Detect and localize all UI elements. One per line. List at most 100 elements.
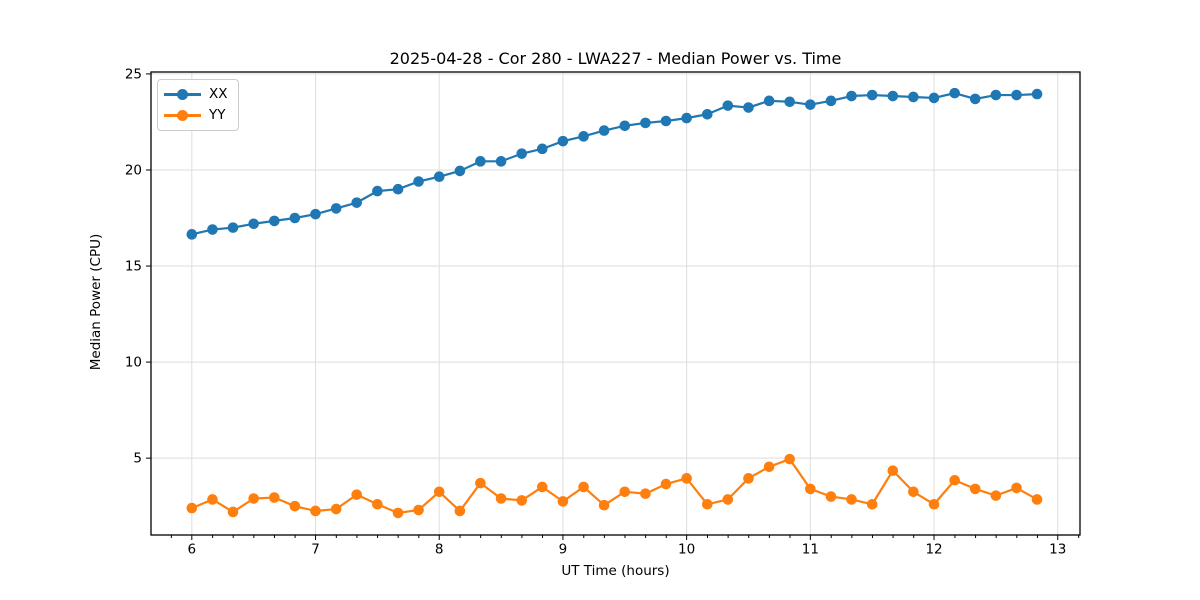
legend-label-yy: YY (209, 107, 226, 123)
data-point (887, 90, 899, 102)
data-point (640, 117, 651, 129)
data-point (248, 218, 259, 230)
data-point (372, 185, 383, 197)
data-point (433, 486, 445, 498)
data-point (949, 87, 960, 99)
data-point (660, 478, 672, 490)
x-tick-label: 13 (1049, 542, 1066, 558)
data-point (372, 498, 383, 510)
data-point (681, 473, 692, 484)
data-point (701, 498, 713, 510)
legend-item-yy: YY (164, 105, 228, 126)
data-point (578, 131, 589, 142)
data-point (495, 156, 507, 167)
legend: XX YY (157, 79, 239, 131)
data-point (722, 494, 734, 505)
data-point (928, 92, 940, 104)
x-tick-label: 10 (678, 542, 695, 558)
data-point (227, 222, 239, 233)
data-point (578, 481, 589, 493)
data-point (887, 465, 899, 476)
data-point (310, 208, 321, 220)
data-point (990, 89, 1002, 101)
data-point (763, 95, 775, 107)
data-point (640, 488, 651, 499)
legend-label-xx: XX (209, 86, 228, 102)
series-yy-markers (186, 453, 1043, 519)
data-point (495, 493, 507, 504)
data-point (310, 505, 321, 517)
data-point (619, 120, 631, 132)
data-point (413, 176, 424, 187)
data-point (351, 197, 363, 208)
data-point (557, 135, 569, 147)
data-point (1031, 494, 1043, 505)
data-point (908, 91, 919, 103)
data-point (516, 148, 528, 159)
data-point (990, 490, 1002, 501)
y-tick-label: 15 (125, 259, 142, 275)
data-point (681, 112, 692, 124)
data-point (289, 500, 301, 512)
data-point (805, 483, 816, 495)
chart-title: 2025-04-28 - Cor 280 - LWA227 - Median P… (389, 49, 842, 68)
data-point (392, 507, 404, 519)
data-point (866, 498, 878, 510)
data-point (330, 503, 342, 515)
series-xx-markers (186, 87, 1043, 240)
data-point (722, 100, 734, 111)
data-point (351, 489, 363, 500)
legend-line-sample-yy (164, 109, 201, 121)
data-point (1011, 482, 1022, 494)
x-tick-label: 9 (559, 542, 568, 558)
data-point (330, 203, 342, 214)
data-point (825, 95, 837, 107)
data-point (619, 486, 631, 498)
data-point (701, 108, 713, 120)
data-point (969, 483, 981, 495)
data-point (186, 229, 198, 240)
data-point (846, 90, 857, 102)
x-tick-label: 11 (802, 542, 819, 558)
legend-line-sample-xx (164, 88, 201, 100)
data-point (598, 125, 610, 136)
data-point (413, 504, 424, 516)
y-tick-label: 10 (125, 355, 142, 371)
data-point (516, 495, 528, 506)
data-point (805, 99, 816, 110)
data-point (825, 491, 837, 502)
data-point (969, 93, 981, 105)
x-tick-label: 8 (435, 542, 444, 558)
x-tick-label: 7 (311, 542, 320, 558)
y-tick-label: 25 (125, 66, 142, 82)
data-point (392, 183, 404, 195)
y-tick-label: 5 (133, 451, 142, 467)
data-point (186, 502, 198, 514)
data-point (536, 481, 548, 493)
data-point (743, 473, 754, 484)
data-point (269, 215, 280, 227)
data-point (598, 499, 610, 511)
y-axis-label: Median Power (CPU) (88, 233, 104, 371)
data-point (949, 474, 960, 486)
legend-marker-xx (177, 88, 188, 100)
data-point (1031, 88, 1043, 100)
x-tick-label: 6 (188, 542, 197, 558)
data-point (866, 89, 878, 101)
data-point (475, 477, 486, 489)
data-point (433, 171, 445, 183)
legend-marker-yy (177, 109, 188, 121)
data-point (908, 486, 919, 498)
data-point (660, 115, 672, 127)
data-point (289, 212, 301, 224)
data-point (763, 461, 775, 473)
data-point (536, 143, 548, 155)
data-point (557, 496, 569, 507)
data-point (1011, 89, 1022, 101)
data-point (454, 165, 466, 177)
y-tick-label: 20 (125, 162, 142, 178)
data-point (207, 224, 218, 235)
data-point (928, 498, 940, 510)
